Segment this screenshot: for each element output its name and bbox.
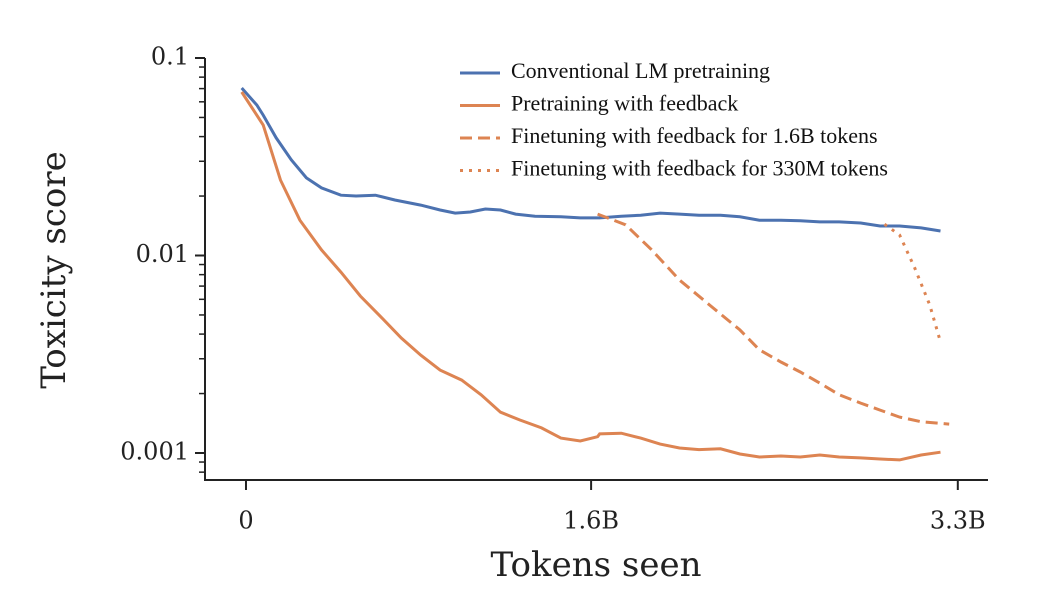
data-line (240, 91, 941, 462)
y-tick-label: 0.1 (151, 43, 189, 71)
y-tick-label: 0.01 (136, 240, 189, 268)
x-tick-label: 0 (238, 507, 253, 535)
x-tick-label: 1.6B (563, 507, 619, 535)
legend-label: Finetuning with feedback for 330M tokens (511, 156, 888, 181)
x-tick-label: 3.3B (930, 507, 986, 535)
y-tick-label: 0.001 (120, 438, 189, 466)
data-line (240, 87, 941, 233)
data-line (883, 222, 942, 343)
data-line (597, 212, 950, 426)
x-axis-label: Tokens seen (491, 545, 702, 585)
legend-label: Finetuning with feedback for 1.6B tokens (511, 123, 878, 148)
y-axis-label: Toxicity score (34, 151, 74, 389)
legend-label: Pretraining with feedback (511, 91, 738, 116)
legend-label: Conventional LM pretraining (511, 58, 770, 83)
